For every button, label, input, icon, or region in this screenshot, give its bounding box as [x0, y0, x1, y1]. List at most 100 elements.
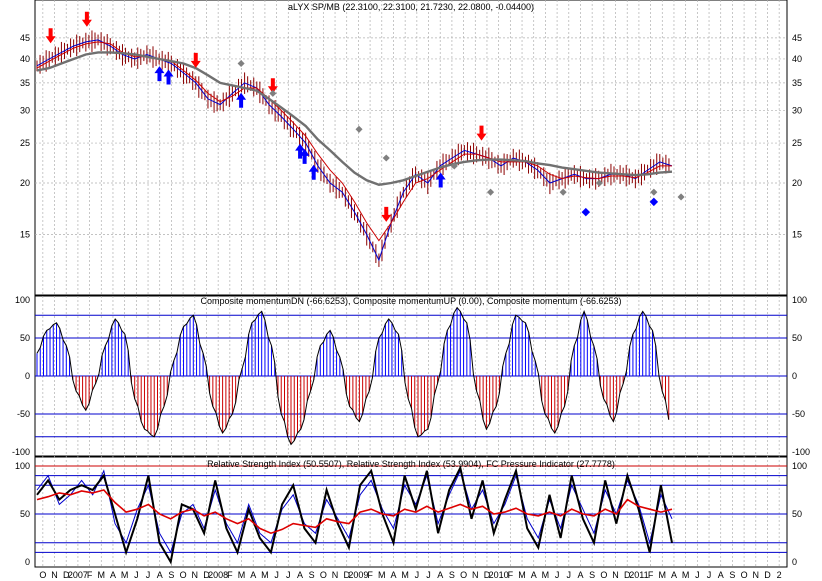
x-tick-label: D: [203, 570, 210, 580]
price-tick-left: 25: [20, 138, 30, 148]
buy-arrow-icon: [299, 148, 310, 164]
x-tick-label: S: [589, 570, 595, 580]
x-tick-label: A: [297, 570, 303, 580]
buy-arrow-icon: [435, 172, 446, 188]
momentum-tick-right: -100: [792, 447, 810, 457]
price-tick-right: 25: [792, 138, 802, 148]
x-tick-label: D: [63, 570, 70, 580]
x-tick-label: O: [320, 570, 327, 580]
buy-arrow-icon: [236, 92, 247, 108]
momentum-y-axis: 100 100 50 50 0 0 -50 -50 -100 -100: [12, 295, 810, 457]
x-tick-label: F: [367, 570, 373, 580]
price-tick-left: 45: [20, 33, 30, 43]
gray-diamond-marker: [450, 162, 458, 170]
momentum-tick-right: 100: [792, 295, 807, 305]
price-tick-right: 35: [792, 78, 802, 88]
momentum-panel-title: Composite momentumDN (-66.6253), Composi…: [201, 296, 622, 306]
gray-diamond-marker: [269, 89, 277, 97]
rsi-tick-right: 0: [792, 557, 797, 567]
momentum-histogram: [36, 307, 670, 445]
x-tick-label: S: [729, 570, 735, 580]
price-panel-frame: [34, 0, 788, 296]
x-tick-label: 2007: [68, 570, 88, 580]
x-tick-label: A: [110, 570, 116, 580]
price-moving-averages: [36, 39, 673, 262]
x-tick-label: M: [542, 570, 550, 580]
x-tick-label: D: [343, 570, 350, 580]
x-tick-label: N: [753, 570, 760, 580]
x-tick-label: J: [134, 570, 139, 580]
buy-arrow-icon: [154, 66, 165, 82]
x-tick-label: N: [332, 570, 339, 580]
x-tick-label: M: [518, 570, 526, 580]
rsi-tick-left: 50: [20, 509, 30, 519]
price-tick-right: 30: [792, 105, 802, 115]
x-tick-label: F: [508, 570, 514, 580]
x-tick-label: S: [309, 570, 315, 580]
x-tick-label: M: [659, 570, 667, 580]
momentum-tick-right: -50: [792, 409, 805, 419]
momentum-tick-right: 0: [792, 371, 797, 381]
x-tick-label: D: [484, 570, 491, 580]
sell-arrow-icon: [476, 125, 487, 141]
momentum-tick-left: 100: [15, 295, 30, 305]
rsi-series-line: [36, 489, 673, 535]
x-tick-label: A: [577, 570, 583, 580]
x-tick-label: A: [718, 570, 724, 580]
x-tick-label: S: [168, 570, 174, 580]
gray-diamond-marker: [355, 125, 363, 133]
x-tick-label: N: [612, 570, 619, 580]
x-tick-label: J: [274, 570, 279, 580]
x-tick-label: D: [764, 570, 771, 580]
rsi-tick-right: 50: [792, 509, 802, 519]
x-tick-label: 2010: [489, 570, 509, 580]
x-tick-label: M: [682, 570, 690, 580]
sell-arrow-icon: [45, 28, 56, 44]
x-tick-label: A: [671, 570, 677, 580]
gray-diamond-marker: [487, 188, 495, 196]
x-tick-label: N: [51, 570, 58, 580]
sell-arrow-icon: [190, 52, 201, 68]
momentum-tick-left: -50: [17, 409, 30, 419]
x-tick-label: O: [600, 570, 607, 580]
x-tick-label: F: [87, 570, 93, 580]
price-panel-title: aLYX SP/MB (22.3100, 22.3100, 21.7230, 2…: [288, 2, 534, 12]
x-tick-label: J: [695, 570, 700, 580]
x-tick-label: N: [192, 570, 199, 580]
buy-arrow-icon: [295, 143, 306, 159]
x-tick-label: A: [437, 570, 443, 580]
rsi-tick-left: 100: [15, 461, 30, 471]
momentum-tick-left: 50: [20, 333, 30, 343]
price-tick-right: 15: [792, 229, 802, 239]
x-tick-label: A: [250, 570, 256, 580]
x-tick-label: J: [146, 570, 151, 580]
rsi-tick-right: 100: [792, 461, 807, 471]
price-tick-right: 40: [792, 54, 802, 64]
rsi-y-axis: 100 100 50 50 0 0: [15, 461, 807, 567]
x-tick-label: F: [648, 570, 654, 580]
rsi-tick-left: 0: [25, 557, 30, 567]
x-tick-label: A: [157, 570, 163, 580]
sell-arrow-icon: [81, 11, 92, 27]
gray-diamond-marker: [382, 154, 390, 162]
x-tick-label: A: [390, 570, 396, 580]
price-tick-left: 40: [20, 54, 30, 64]
gray-diamond-marker: [559, 188, 567, 196]
price-tick-left: 20: [20, 178, 30, 188]
buy-arrow-icon: [163, 69, 174, 85]
x-tick-label: 2008: [208, 570, 228, 580]
sell-arrow-icon: [381, 206, 392, 222]
price-tick-left: 30: [20, 105, 30, 115]
x-tick-label: N: [472, 570, 479, 580]
x-tick-label: D: [624, 570, 631, 580]
momentum-tick-left: 0: [25, 371, 30, 381]
price-tick-left: 15: [20, 229, 30, 239]
x-tick-label: J: [567, 570, 572, 580]
x-tick-label: J: [286, 570, 291, 580]
x-tick-label: 2011: [629, 570, 648, 580]
x-tick-label: O: [741, 570, 748, 580]
price-tick-right: 20: [792, 178, 802, 188]
x-tick-label: F: [227, 570, 233, 580]
gray-diamond-marker: [237, 59, 245, 68]
